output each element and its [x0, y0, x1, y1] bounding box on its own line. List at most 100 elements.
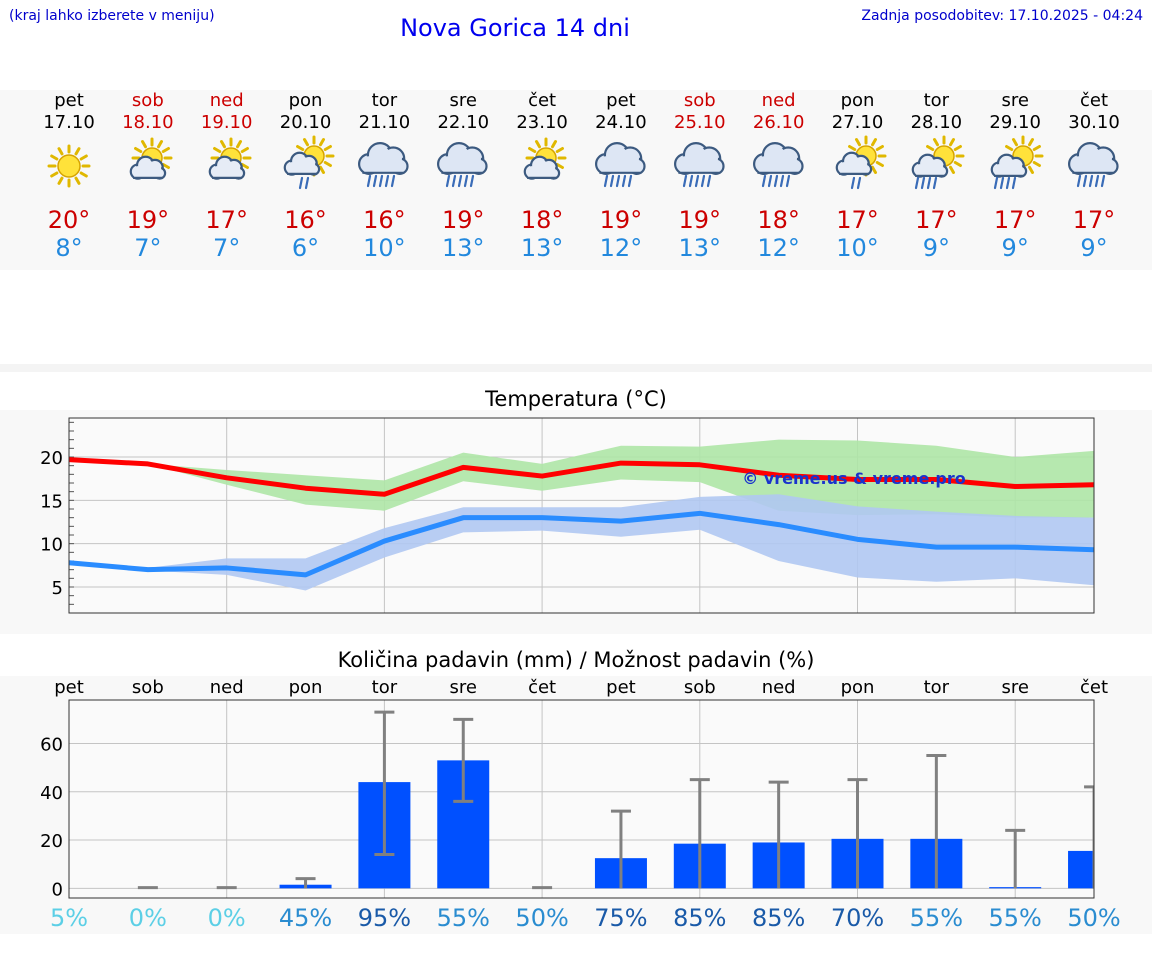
day-name: pon	[840, 90, 875, 111]
precipitation-probability: 85%	[752, 904, 805, 932]
sun-cloud-icon	[523, 137, 567, 180]
day-date: 30.10	[1068, 112, 1120, 133]
precipitation-probability: 75%	[594, 904, 647, 932]
rain-cloud-icon	[358, 142, 409, 188]
max-temperature: 16°	[284, 206, 327, 234]
location-hint: (kraj lahko izberete v meniju)	[9, 8, 215, 24]
day-column: pon 20.10 16° 6°	[266, 90, 346, 262]
day-name: sre	[1001, 90, 1029, 111]
day-name: tor	[371, 90, 398, 111]
min-temperature: 13°	[441, 234, 485, 262]
max-temperature: 17°	[836, 206, 879, 234]
x-tick-label: čet	[1080, 677, 1108, 698]
day-name: tor	[923, 90, 950, 111]
precipitation-probability: 0%	[129, 904, 167, 932]
day-date: 18.10	[122, 112, 174, 133]
max-temperature-line	[68, 457, 1095, 497]
day-date: 27.10	[831, 112, 884, 133]
min-temperature: 8°	[55, 234, 83, 262]
day-name: sre	[449, 90, 477, 111]
separator	[0, 364, 1152, 372]
sun-cloud-rain-icon	[912, 135, 965, 190]
day-date: 17.10	[43, 112, 95, 133]
precipitation-bar	[1068, 850, 1094, 889]
min-temperature: 6°	[291, 234, 320, 262]
max-temperature: 18°	[757, 206, 800, 234]
x-tick-label: pet	[606, 677, 636, 698]
y-tick-label: 60	[40, 734, 63, 755]
sun-cloud-icon	[208, 137, 252, 180]
max-temperature: 19°	[126, 206, 170, 234]
daily-forecast-panel	[0, 90, 1152, 270]
min-temperature: 9°	[1001, 234, 1029, 262]
day-name: čet	[1080, 90, 1109, 111]
sun-cloud-rain-icon	[990, 135, 1044, 190]
rain-cloud-icon	[1068, 142, 1119, 188]
x-tick-label: pon	[289, 677, 323, 698]
y-tick-label: 40	[40, 783, 63, 804]
precipitation-probability: 50%	[515, 904, 568, 932]
day-name: ned	[209, 90, 244, 111]
sun-cloud-icon	[129, 137, 173, 180]
precipitation-probability: 85%	[673, 904, 726, 932]
watermark: © vreme.us & vreme.pro	[742, 469, 965, 488]
sun-cloud-light-rain-icon	[835, 135, 886, 190]
temperature-chart-title: Temperatura (°C)	[485, 387, 667, 411]
max-temperature: 17°	[915, 206, 958, 234]
y-tick-label: 0	[52, 879, 63, 900]
day-name: pon	[288, 90, 323, 111]
sun-icon	[47, 144, 91, 188]
min-temperature: 7°	[134, 234, 162, 262]
y-tick-label: 15	[40, 491, 63, 512]
y-tick-label: 5	[52, 578, 63, 599]
max-temperature: 18°	[520, 206, 564, 234]
rain-cloud-icon	[437, 142, 488, 188]
precipitation-probability: 0%	[208, 904, 246, 932]
min-temperature: 10°	[363, 234, 406, 262]
x-tick-label: sob	[132, 677, 164, 698]
day-column: sob 18.10 19° 7°	[108, 90, 188, 262]
day-column: čet 30.10 17° 9°	[1054, 90, 1134, 262]
max-temperature: 16°	[363, 206, 406, 234]
day-column: pet 17.10 20° 8°	[29, 90, 109, 262]
day-name: pet	[606, 90, 636, 111]
plot-frame	[68, 417, 1095, 614]
rain-cloud-icon	[752, 142, 804, 188]
x-tick-label: tor	[924, 677, 950, 698]
min-temperature: 12°	[757, 234, 800, 262]
precipitation-probability: 50%	[1067, 904, 1120, 932]
day-date: 28.10	[910, 112, 963, 133]
day-date: 29.10	[989, 112, 1041, 133]
plot-frame	[68, 699, 1095, 899]
precipitation-probability: 55%	[910, 904, 963, 932]
day-column: čet 23.10 18° 13°	[502, 90, 582, 262]
precipitation-probability: 70%	[831, 904, 884, 932]
y-tick-label: 10	[40, 535, 63, 556]
max-temperature: 17°	[993, 206, 1037, 234]
day-date: 19.10	[200, 112, 253, 133]
rain-cloud-icon	[673, 142, 725, 188]
x-tick-label: sob	[684, 677, 716, 698]
max-temperature: 17°	[1072, 206, 1116, 234]
sun-cloud-light-rain-icon	[283, 135, 335, 190]
day-column: pon 27.10 17° 10°	[818, 90, 898, 262]
precipitation-probability: 5%	[50, 904, 88, 932]
day-column: ned 19.10 17° 7°	[187, 90, 267, 262]
page-title: Nova Gorica 14 dni	[400, 14, 630, 42]
max-temperature: 19°	[678, 206, 722, 234]
day-date: 25.10	[674, 112, 726, 133]
day-date: 20.10	[279, 112, 332, 133]
min-temperature: 10°	[836, 234, 879, 262]
precipitation-chart: pet sob ned pon tor sre čet pet sob ned pon tor sre č…	[40, 677, 1121, 932]
day-name: čet	[528, 90, 557, 111]
max-temperature: 17°	[205, 206, 248, 234]
day-name: sob	[683, 90, 716, 111]
temperature-chart: 5 10 15 20 © vreme.us & vreme.pro	[40, 417, 1095, 614]
precipitation-probability: 95%	[358, 904, 411, 932]
precipitation-probability: 55%	[989, 904, 1042, 932]
min-temperature: 13°	[520, 234, 564, 262]
day-column: sre 22.10 19° 13°	[423, 90, 503, 262]
precipitation-probability: 55%	[437, 904, 490, 932]
precipitation-probability: 45%	[279, 904, 332, 932]
day-column: pet 24.10 19° 12°	[581, 90, 661, 262]
